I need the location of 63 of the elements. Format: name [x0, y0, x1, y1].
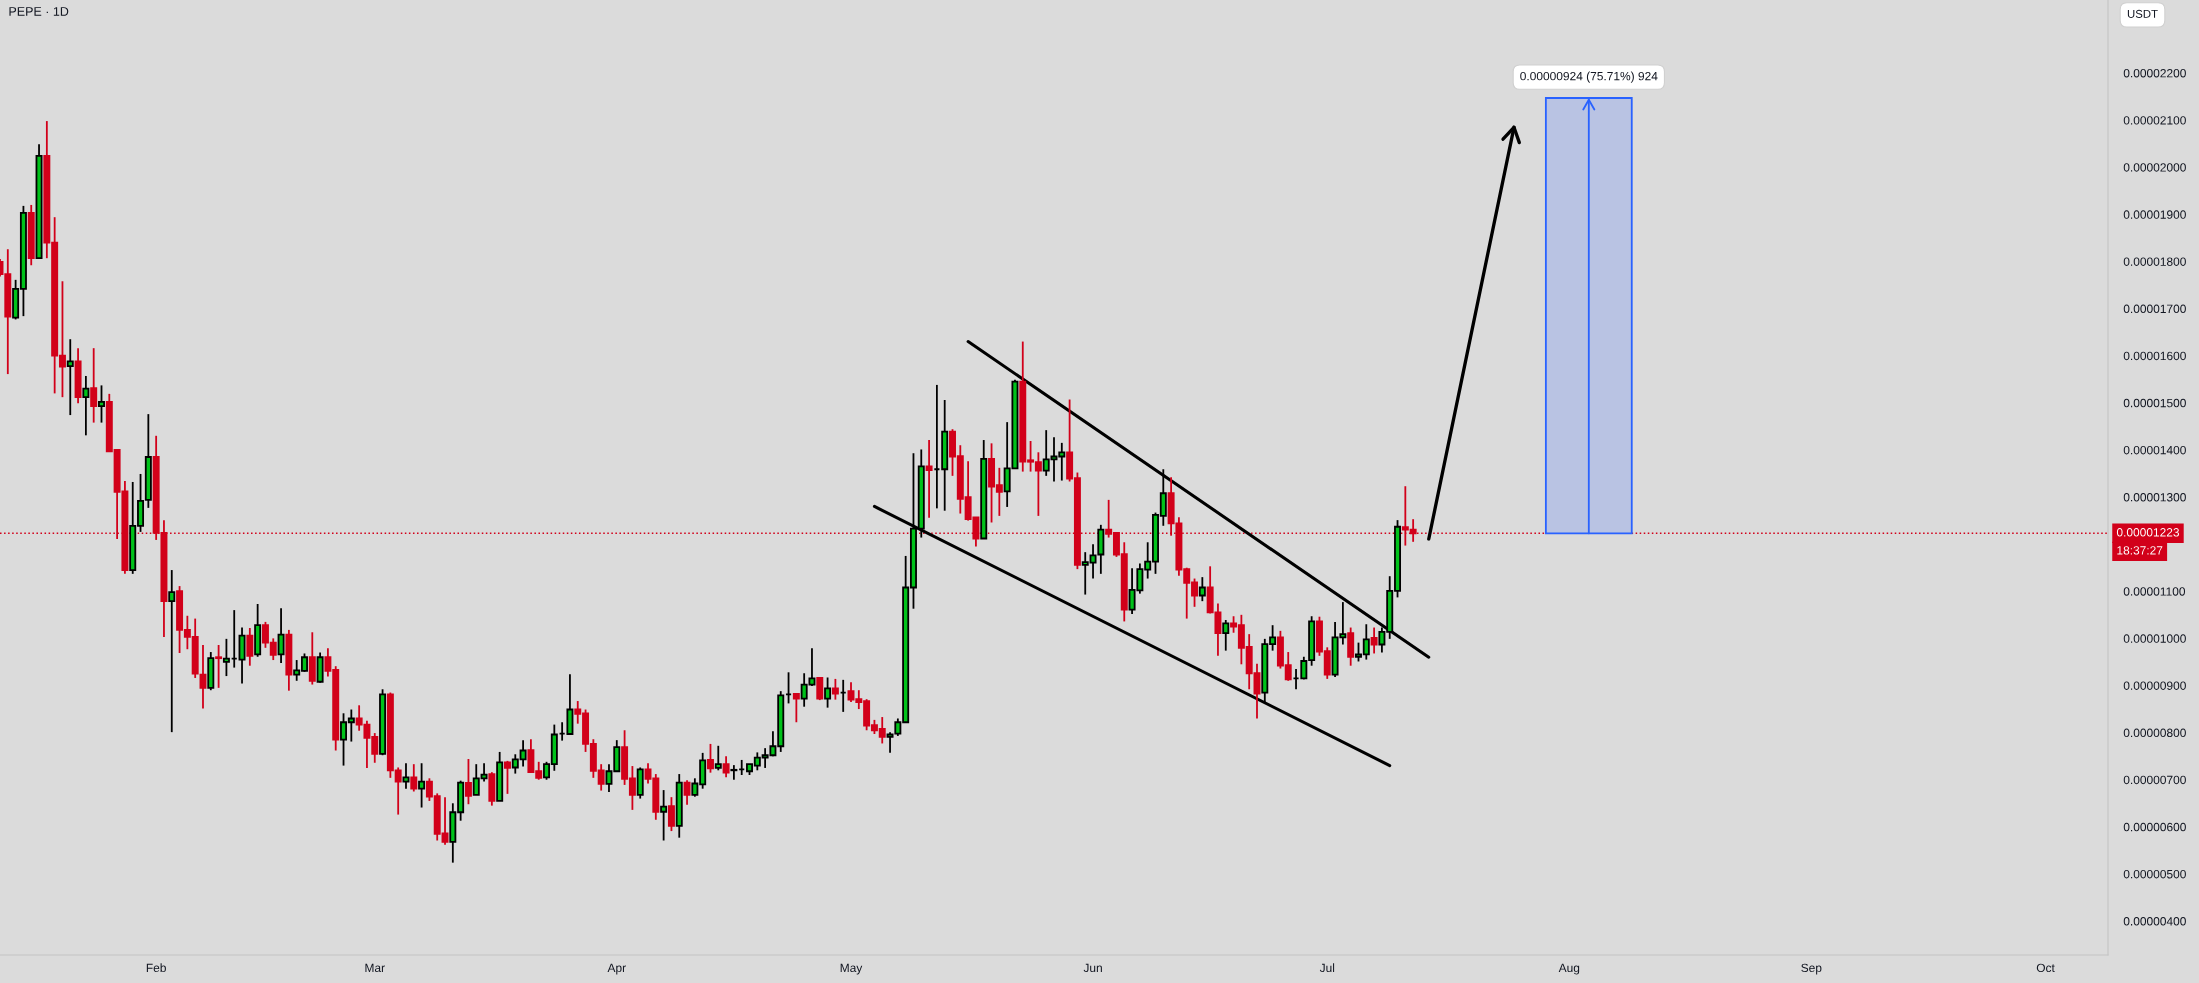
ref-line-label: 0.00001223: [2116, 528, 2180, 537]
x-tick-label: Jul: [1319, 963, 1335, 973]
candlestick: [706, 743, 714, 774]
candlestick: [277, 607, 285, 664]
candlestick: [824, 676, 832, 709]
candlestick: [168, 569, 176, 734]
candlestick: [925, 439, 933, 519]
candlestick: [308, 631, 316, 686]
y-tick-label: 0.00001400: [2123, 445, 2186, 455]
y-tick-label: 0.00001600: [2123, 351, 2186, 361]
candlestick: [831, 677, 839, 701]
candlestick: [410, 763, 418, 793]
x-tick-label: May: [840, 963, 863, 975]
candlestick: [730, 764, 738, 781]
y-tick-label: 0.00000500: [2123, 869, 2186, 879]
x-tick-label: Oct: [2036, 963, 2055, 973]
y-tick-label: 0.00001800: [2123, 257, 2186, 266]
y-tick-label: 0.00000400: [2123, 917, 2186, 926]
candlestick: [90, 347, 98, 424]
y-tick-label: 0.00001500: [2123, 398, 2186, 408]
y-tick-label: 0.00002000: [2123, 163, 2186, 172]
candlestick: [215, 644, 223, 689]
candlestick: [792, 692, 800, 724]
y-tick-label: 0.00000900: [2123, 681, 2186, 690]
y-tick-label: 0.00000700: [2123, 775, 2186, 785]
candlestick: [82, 375, 90, 437]
candlestick: [1222, 619, 1230, 652]
y-axis-title: USDT: [2127, 9, 2158, 18]
candlestick: [222, 637, 230, 677]
candlestick: [886, 731, 894, 754]
candlestick: [667, 796, 675, 832]
x-tick-label: Apr: [607, 963, 626, 975]
chart-title: PEPE · 1D: [9, 7, 69, 16]
y-tick-label: 0.00002200: [2123, 69, 2186, 78]
candlestick: [98, 384, 105, 424]
band-label: 0.00000924 (75.71%) 924: [1520, 71, 1658, 83]
candlestick: [504, 759, 511, 795]
candlestick: [1198, 576, 1206, 603]
candlestick: [464, 758, 472, 806]
candlestick: [246, 627, 254, 667]
y-tick-label: 0.00000800: [2123, 728, 2186, 738]
x-tick-label: Aug: [1558, 963, 1580, 975]
y-tick-label: 0.00000600: [2123, 822, 2186, 832]
candlestick: [402, 762, 410, 790]
candlestick: [722, 755, 730, 779]
text: 18:37:27: [2117, 546, 2163, 555]
y-tick-label: 0.00001100: [2123, 587, 2186, 596]
candlestick: [714, 744, 722, 772]
candlestick: [418, 762, 426, 809]
y-tick-label: 0.00001700: [2123, 304, 2186, 314]
x-tick-label: Jun: [1083, 963, 1102, 973]
candlestick: [683, 779, 691, 806]
x-tick-label: Feb: [146, 963, 166, 973]
x-tick-label: Mar: [365, 963, 385, 973]
candlestick: [1347, 626, 1355, 667]
candlestick: [66, 338, 74, 416]
y-tick-label: 0.00002100: [2123, 116, 2186, 125]
x-tick-label: Sep: [1801, 963, 1822, 975]
y-tick-label: 0.00001000: [2123, 634, 2186, 643]
candlestick: [660, 789, 668, 842]
candlestick: [1370, 626, 1378, 655]
y-tick-label: 0.00001900: [2123, 210, 2186, 219]
y-tick-label: 0.00001300: [2123, 493, 2186, 502]
